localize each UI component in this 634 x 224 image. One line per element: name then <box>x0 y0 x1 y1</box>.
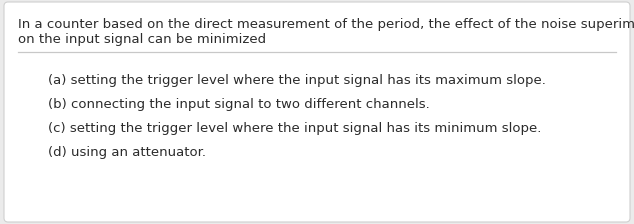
FancyBboxPatch shape <box>4 2 630 222</box>
Text: (d) using an attenuator.: (d) using an attenuator. <box>48 146 206 159</box>
Text: (b) connecting the input signal to two different channels.: (b) connecting the input signal to two d… <box>48 98 430 111</box>
Text: on the input signal can be minimized: on the input signal can be minimized <box>18 33 266 46</box>
Text: In a counter based on the direct measurement of the period, the effect of the no: In a counter based on the direct measure… <box>18 18 634 31</box>
Text: (c) setting the trigger level where the input signal has its minimum slope.: (c) setting the trigger level where the … <box>48 122 541 135</box>
Text: (a) setting the trigger level where the input signal has its maximum slope.: (a) setting the trigger level where the … <box>48 74 546 87</box>
